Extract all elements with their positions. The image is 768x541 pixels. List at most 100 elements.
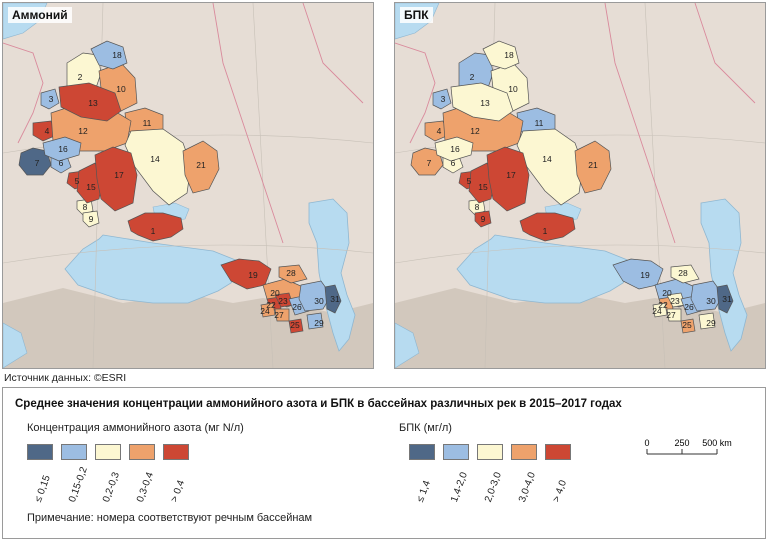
basin-24 [652,302,668,318]
basin-label-9: 9 [89,214,94,224]
ammonium-class-label-2: 0,2-0,3 [101,470,122,504]
scale-tick-250: 250 [674,438,689,448]
country-borders [3,3,364,244]
basin-31 [324,284,342,314]
basin-label-7: 7 [427,158,432,168]
ammonium-class-label-3: 0,3-0,4 [135,470,156,504]
basin-label-8: 8 [83,202,88,212]
bod-swatch-3 [511,444,537,460]
scale-bar: 0 250 500 km [643,436,753,471]
basin-label-11: 11 [143,118,152,128]
basin-label-24: 24 [260,306,270,316]
basin-9 [82,210,100,228]
basin-3 [432,88,452,110]
basin-21 [574,140,612,194]
legend: Среднее значения концентрации аммонийног… [2,387,766,539]
caspian-sea [700,198,748,352]
basin-28 [670,264,700,284]
basin-25 [288,318,304,334]
basin-16 [434,136,474,162]
scale-tick-500: 500 km [702,438,732,448]
black-sea [456,234,636,304]
graticule [395,3,765,368]
basin-4 [424,120,450,142]
basin-17 [94,146,138,212]
basin-24 [260,302,276,318]
basin-28 [278,264,308,284]
basin-label-28: 28 [678,268,688,278]
basin-label-12: 12 [78,126,88,136]
bod-map: 1 2 3 4 5 6 7 8 9 10 11 12 13 14 15 16 17 18 19 20 21 22 23 24 2… [394,2,766,369]
legend-title: Среднее значения концентрации аммонийног… [15,398,622,410]
bod-swatch-0 [409,444,435,460]
basin-18 [482,40,520,70]
basin-label-3: 3 [441,94,446,104]
basin-label-31: 31 [330,294,340,304]
bod-swatch-4 [545,444,571,460]
basin-label-19: 19 [640,270,650,280]
basin-label-28: 28 [286,268,296,278]
bod-legend-caption: БПК (мг/л) [399,422,452,434]
basin-label-17: 17 [506,170,516,180]
basin-27 [274,308,290,322]
black-sea [64,234,244,304]
basin-label-22: 22 [658,300,668,310]
basin-label-1: 1 [151,226,156,236]
basin-label-31: 31 [722,294,732,304]
basin-label-29: 29 [314,318,324,328]
basin-label-4: 4 [437,126,442,136]
basin-label-7: 7 [35,158,40,168]
basin-label-23: 23 [278,296,288,306]
ammonium-map: 1 2 3 4 5 6 7 8 9 10 11 12 13 14 15 16 17 18 19 20 21 22 23 24 2… [2,2,374,369]
basin-9 [474,210,492,228]
ammonium-swatch-4 [163,444,189,460]
country-borders [395,3,756,244]
basin-31 [716,284,734,314]
basin-29 [306,312,324,330]
basin-label-16: 16 [450,144,460,154]
basin-13 [450,82,514,122]
bod-class-label-0: ≤ 1,4 [415,479,433,504]
basin-label-30: 30 [314,296,324,306]
basin-label-22: 22 [266,300,276,310]
bod-class-label-4: > 4,0 [551,478,570,504]
scale-tick-0: 0 [644,438,649,448]
basin-1 [127,212,184,242]
basin-label-12: 12 [470,126,480,136]
ammonium-swatch-3 [129,444,155,460]
legend-note: Примечание: номера соответствуют речным … [27,512,313,524]
basin-13 [58,82,122,122]
basin-label-25: 25 [290,320,300,330]
basin-label-11: 11 [535,118,544,128]
basin-19 [612,258,664,290]
data-source: Источник данных: ©ESRI [4,372,127,384]
basin-label-23: 23 [670,296,680,306]
bod-class-label-1: 1,4-2,0 [449,470,470,504]
basin-18 [90,40,128,70]
basin-label-30: 30 [706,296,716,306]
ammonium-swatch-0 [27,444,53,460]
aegean-sea [3,322,28,368]
basin-label-27: 27 [274,310,284,320]
basin-label-10: 10 [508,84,518,94]
ammonium-class-label-0: ≤ 0,15 [33,473,53,504]
basin-label-29: 29 [706,318,716,328]
basin-label-8: 8 [475,202,480,212]
bod-map-title: БПК [400,7,433,23]
basin-label-4: 4 [45,126,50,136]
ammonium-class-label-1: 0,15-0,2 [67,465,90,504]
basin-label-9: 9 [481,214,486,224]
basin-label-21: 21 [588,160,598,170]
basin-label-27: 27 [666,310,676,320]
ammonium-map-title: Аммоний [8,7,72,23]
basin-30 [298,280,332,312]
basin-label-18: 18 [112,50,122,60]
basin-7 [18,147,52,176]
ammonium-swatch-1 [61,444,87,460]
basin-1 [519,212,576,242]
basin-4 [32,120,58,142]
basin-label-24: 24 [652,306,662,316]
graticule [3,3,373,368]
bod-swatch-1 [443,444,469,460]
